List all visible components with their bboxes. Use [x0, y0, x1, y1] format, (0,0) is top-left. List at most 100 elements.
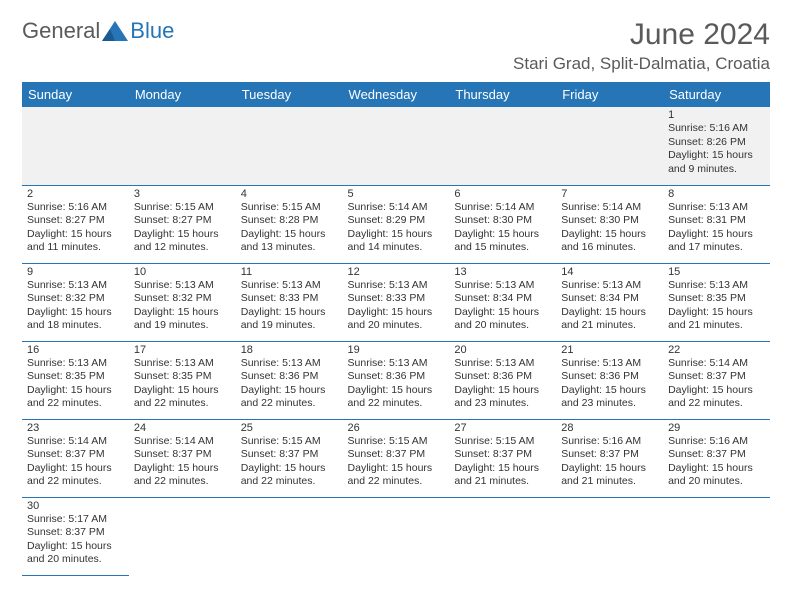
calendar-day-cell: 27Sunrise: 5:15 AMSunset: 8:37 PMDayligh… [449, 419, 556, 497]
calendar-day-cell: 26Sunrise: 5:15 AMSunset: 8:37 PMDayligh… [343, 419, 450, 497]
day-info-line: Sunset: 8:37 PM [668, 370, 765, 384]
calendar-day-cell [129, 497, 236, 575]
day-info-line: Sunrise: 5:16 AM [668, 122, 765, 136]
calendar-day-cell [449, 497, 556, 575]
day-number: 30 [27, 500, 124, 512]
dayname-header: Saturday [663, 82, 770, 107]
day-info-line: Daylight: 15 hours [668, 228, 765, 242]
day-info-line: Sunset: 8:36 PM [454, 370, 551, 384]
day-info-line: Sunset: 8:36 PM [348, 370, 445, 384]
day-number: 11 [241, 266, 338, 278]
day-info-line: and 22 minutes. [134, 475, 231, 489]
brand-text-2: Blue [130, 18, 174, 44]
calendar-week-row: 2Sunrise: 5:16 AMSunset: 8:27 PMDaylight… [22, 185, 770, 263]
calendar-day-cell: 10Sunrise: 5:13 AMSunset: 8:32 PMDayligh… [129, 263, 236, 341]
day-info-line: Sunset: 8:37 PM [241, 448, 338, 462]
calendar-day-cell: 4Sunrise: 5:15 AMSunset: 8:28 PMDaylight… [236, 185, 343, 263]
calendar-table: Sunday Monday Tuesday Wednesday Thursday… [22, 82, 770, 576]
day-info-line: Sunrise: 5:13 AM [561, 279, 658, 293]
day-number: 20 [454, 344, 551, 356]
calendar-day-cell: 5Sunrise: 5:14 AMSunset: 8:29 PMDaylight… [343, 185, 450, 263]
calendar-day-cell [556, 107, 663, 185]
day-info-line: Sunrise: 5:14 AM [454, 201, 551, 215]
day-info-line: Sunset: 8:27 PM [27, 214, 124, 228]
day-info-line: Sunset: 8:35 PM [27, 370, 124, 384]
day-info-line: Daylight: 15 hours [561, 462, 658, 476]
brand-logo: General Blue [22, 18, 174, 44]
day-info-line: Sunrise: 5:13 AM [27, 279, 124, 293]
day-number: 19 [348, 344, 445, 356]
dayname-header: Friday [556, 82, 663, 107]
day-number: 16 [27, 344, 124, 356]
day-info-line: Sunset: 8:36 PM [561, 370, 658, 384]
calendar-day-cell: 1Sunrise: 5:16 AMSunset: 8:26 PMDaylight… [663, 107, 770, 185]
day-info-line: Sunrise: 5:15 AM [134, 201, 231, 215]
day-info-line: and 11 minutes. [27, 241, 124, 255]
day-info-line: and 15 minutes. [454, 241, 551, 255]
day-info-line: Sunrise: 5:13 AM [348, 279, 445, 293]
day-info-line: Daylight: 15 hours [348, 384, 445, 398]
day-info-line: Daylight: 15 hours [668, 384, 765, 398]
day-info-line: Sunset: 8:37 PM [668, 448, 765, 462]
day-info-line: Daylight: 15 hours [668, 149, 765, 163]
day-number: 5 [348, 188, 445, 200]
day-info-line: Sunset: 8:31 PM [668, 214, 765, 228]
day-number: 17 [134, 344, 231, 356]
calendar-day-cell: 15Sunrise: 5:13 AMSunset: 8:35 PMDayligh… [663, 263, 770, 341]
calendar-day-cell [343, 107, 450, 185]
day-info-line: and 23 minutes. [561, 397, 658, 411]
day-info-line: Sunrise: 5:13 AM [454, 357, 551, 371]
day-number: 6 [454, 188, 551, 200]
day-info-line: Daylight: 15 hours [668, 306, 765, 320]
day-info-line: and 21 minutes. [561, 319, 658, 333]
brand-text-1: General [22, 18, 100, 44]
day-number: 27 [454, 422, 551, 434]
day-info-line: Daylight: 15 hours [348, 462, 445, 476]
day-info-line: and 22 minutes. [27, 475, 124, 489]
day-info-line: and 22 minutes. [241, 475, 338, 489]
calendar-week-row: 30Sunrise: 5:17 AMSunset: 8:37 PMDayligh… [22, 497, 770, 575]
day-info-line: and 23 minutes. [454, 397, 551, 411]
day-info-line: Sunrise: 5:13 AM [134, 357, 231, 371]
calendar-day-cell: 9Sunrise: 5:13 AMSunset: 8:32 PMDaylight… [22, 263, 129, 341]
brand-triangle-icon [102, 21, 128, 41]
calendar-day-cell: 29Sunrise: 5:16 AMSunset: 8:37 PMDayligh… [663, 419, 770, 497]
dayname-header: Tuesday [236, 82, 343, 107]
day-info-line: Sunset: 8:26 PM [668, 136, 765, 150]
day-info-line: Daylight: 15 hours [27, 462, 124, 476]
day-number: 26 [348, 422, 445, 434]
day-info-line: and 14 minutes. [348, 241, 445, 255]
calendar-day-cell: 14Sunrise: 5:13 AMSunset: 8:34 PMDayligh… [556, 263, 663, 341]
day-info-line: and 12 minutes. [134, 241, 231, 255]
day-number: 1 [668, 109, 765, 121]
calendar-day-cell: 22Sunrise: 5:14 AMSunset: 8:37 PMDayligh… [663, 341, 770, 419]
day-info-line: Daylight: 15 hours [241, 462, 338, 476]
calendar-day-cell: 21Sunrise: 5:13 AMSunset: 8:36 PMDayligh… [556, 341, 663, 419]
day-info-line: Sunset: 8:35 PM [134, 370, 231, 384]
day-info-line: Sunrise: 5:13 AM [27, 357, 124, 371]
calendar-day-cell [556, 497, 663, 575]
day-info-line: Daylight: 15 hours [241, 306, 338, 320]
day-info-line: Sunset: 8:32 PM [134, 292, 231, 306]
day-info-line: Sunset: 8:36 PM [241, 370, 338, 384]
day-info-line: Sunrise: 5:13 AM [348, 357, 445, 371]
day-info-line: Daylight: 15 hours [27, 384, 124, 398]
page-header: General Blue June 2024 Stari Grad, Split… [22, 18, 770, 74]
calendar-day-cell: 8Sunrise: 5:13 AMSunset: 8:31 PMDaylight… [663, 185, 770, 263]
day-info-line: Daylight: 15 hours [454, 462, 551, 476]
day-info-line: Daylight: 15 hours [134, 384, 231, 398]
day-info-line: Sunset: 8:37 PM [134, 448, 231, 462]
day-number: 15 [668, 266, 765, 278]
day-info-line: and 21 minutes. [454, 475, 551, 489]
day-info-line: Sunset: 8:29 PM [348, 214, 445, 228]
day-info-line: Sunrise: 5:15 AM [241, 435, 338, 449]
day-info-line: Sunset: 8:30 PM [561, 214, 658, 228]
day-info-line: and 21 minutes. [561, 475, 658, 489]
day-info-line: Sunrise: 5:17 AM [27, 513, 124, 527]
calendar-day-cell: 23Sunrise: 5:14 AMSunset: 8:37 PMDayligh… [22, 419, 129, 497]
day-info-line: Sunrise: 5:13 AM [241, 279, 338, 293]
day-number: 13 [454, 266, 551, 278]
day-info-line: Sunset: 8:30 PM [454, 214, 551, 228]
day-number: 14 [561, 266, 658, 278]
day-info-line: Sunrise: 5:16 AM [561, 435, 658, 449]
